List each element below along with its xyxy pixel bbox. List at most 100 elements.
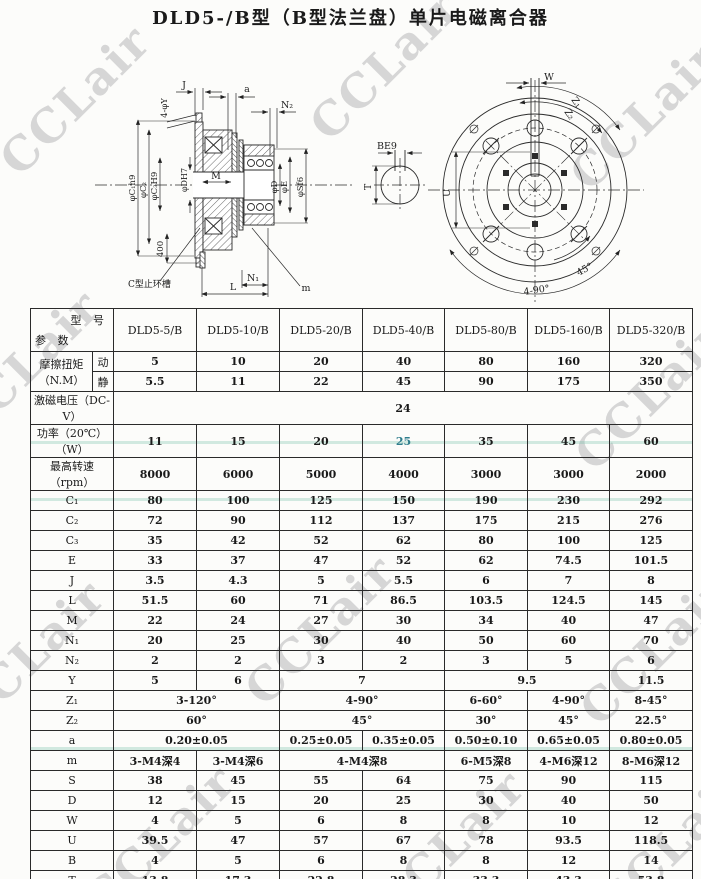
value-cell: 276 — [609, 510, 693, 531]
value-cell: 47 — [279, 550, 363, 571]
value-cell: 55 — [279, 770, 363, 791]
value-cell: 5 — [196, 850, 280, 871]
svg-text:φD: φD — [270, 180, 280, 193]
table-row: C₂ 72 90 112 137 175 215 276 — [30, 510, 693, 531]
value-cell: 124.5 — [527, 590, 610, 611]
value-cell: 90 — [196, 510, 280, 531]
table-row: S 38 45 55 64 75 90 115 — [30, 770, 693, 791]
value-cell: 28.3 — [362, 870, 445, 879]
row-sublabel: 静 — [92, 371, 114, 392]
svg-text:m: m — [301, 283, 310, 294]
value-cell: 37 — [196, 550, 280, 571]
row-label: N₁ — [30, 630, 114, 651]
value-cell: 15 — [196, 424, 280, 458]
table-row: C₃ 35 42 52 62 80 100 125 — [30, 530, 693, 551]
value-cell: 100 — [527, 530, 610, 551]
value-cell: 22 — [113, 610, 197, 631]
value-cell: 52 — [362, 550, 445, 571]
value-cell: 45° — [279, 710, 445, 731]
keyway-detail — [372, 150, 426, 212]
value-cell: 100 — [196, 490, 280, 511]
value-cell: 40 — [527, 790, 610, 811]
value-cell: 11 — [113, 424, 197, 458]
value-cell: 0.25±0.05 — [279, 730, 363, 751]
value-cell: 3-M4深6 — [196, 750, 280, 771]
value-cell: 10 — [196, 351, 280, 372]
row-label: T — [30, 870, 114, 879]
value-cell: 5.5 — [113, 371, 197, 392]
value-cell: 74.5 — [527, 550, 610, 571]
table-row: J 3.5 4.3 5 5.5 6 7 8 — [30, 570, 693, 591]
value-cell: 47 — [196, 830, 280, 851]
value-cell: 150 — [362, 490, 445, 511]
svg-text:φC₂: φC₂ — [139, 182, 149, 198]
value-cell: 5 — [279, 570, 363, 591]
svg-text:W: W — [544, 72, 554, 83]
svg-text:N₂: N₂ — [281, 100, 293, 111]
value-cell: 45° — [527, 710, 610, 731]
value-cell: 24 — [113, 391, 693, 425]
row-label: L — [30, 590, 114, 611]
svg-text:φC₁h9: φC₁h9 — [128, 175, 138, 202]
value-cell: 8 — [609, 570, 693, 591]
value-cell: 90 — [527, 770, 610, 791]
row-sublabel: 动 — [92, 351, 114, 372]
value-cell: 3-120° — [113, 690, 280, 711]
table-row: Z₂ 60° 45° 30° 45° 22.5° — [30, 710, 693, 731]
value-cell: 8-45° — [609, 690, 693, 711]
value-cell: 230 — [527, 490, 610, 511]
value-cell: 25 — [196, 630, 280, 651]
value-cell: 8 — [444, 850, 528, 871]
value-cell: 78 — [444, 830, 528, 851]
value-cell: 8 — [444, 810, 528, 831]
value-cell: 43.3 — [527, 870, 610, 879]
value-cell: 6 — [444, 570, 528, 591]
column-header: DLD5-5/B — [113, 308, 197, 352]
value-cell: 53.8 — [609, 870, 693, 879]
value-cell: 5000 — [279, 457, 363, 491]
table-row: C₁ 80 100 125 150 190 230 292 — [30, 490, 693, 511]
value-cell: 34 — [444, 610, 528, 631]
value-cell: 75 — [444, 770, 528, 791]
row-label: 最高转速（rpm） — [30, 457, 114, 491]
row-label: N₂ — [30, 650, 114, 671]
value-cell: 5 — [113, 351, 197, 372]
section-dimensions — [135, 88, 309, 297]
row-label: C₂ — [30, 510, 114, 531]
value-cell: 67 — [362, 830, 445, 851]
page-title: DLD5-/B型（B型法兰盘）单片电磁离合器 — [152, 8, 549, 29]
value-cell: 4 — [113, 810, 197, 831]
svg-text:φE: φE — [280, 181, 290, 193]
row-label: a — [30, 730, 114, 751]
value-cell: 42 — [196, 530, 280, 551]
value-cell: 7 — [527, 570, 610, 591]
row-label: E — [30, 550, 114, 571]
value-cell: 0.65±0.05 — [527, 730, 610, 751]
value-cell: 3-M4深4 — [113, 750, 197, 771]
value-cell: 71 — [279, 590, 363, 611]
value-cell: 4 — [113, 850, 197, 871]
value-cell: 45 — [196, 770, 280, 791]
value-cell: 40 — [362, 630, 445, 651]
row-label: C₁ — [30, 490, 114, 511]
svg-text:BE9: BE9 — [377, 141, 397, 152]
table-row: 最高转速（rpm） 8000 6000 5000 4000 3000 3000 2000 — [30, 457, 693, 491]
row-label: 激磁电压（DC-V） — [30, 391, 114, 425]
value-cell: 8 — [362, 850, 445, 871]
column-header: DLD5-320/B — [609, 308, 693, 352]
value-cell: 50 — [609, 790, 693, 811]
value-cell: 292 — [609, 490, 693, 511]
value-cell: 45 — [362, 371, 445, 392]
value-cell: 12 — [527, 850, 610, 871]
row-label: J — [30, 570, 114, 591]
value-cell: 90 — [444, 371, 528, 392]
column-header: DLD5-40/B — [362, 308, 445, 352]
value-cell: 4-M4深8 — [279, 750, 445, 771]
value-cell: 2 — [362, 650, 445, 671]
table-header-row: 型 号 参 数 DLD5-5/B DLD5-10/B DLD5-20/B DLD5-4… — [30, 308, 693, 352]
value-cell: 70 — [609, 630, 693, 651]
value-cell: 0.35±0.05 — [362, 730, 445, 751]
section-labels: J a N₂ 4-φY φC₁h9 φC₂ φC₃H9 φDH7 M 400 φ… — [128, 80, 311, 294]
value-cell: 14 — [609, 850, 693, 871]
value-cell: 80 — [113, 490, 197, 511]
